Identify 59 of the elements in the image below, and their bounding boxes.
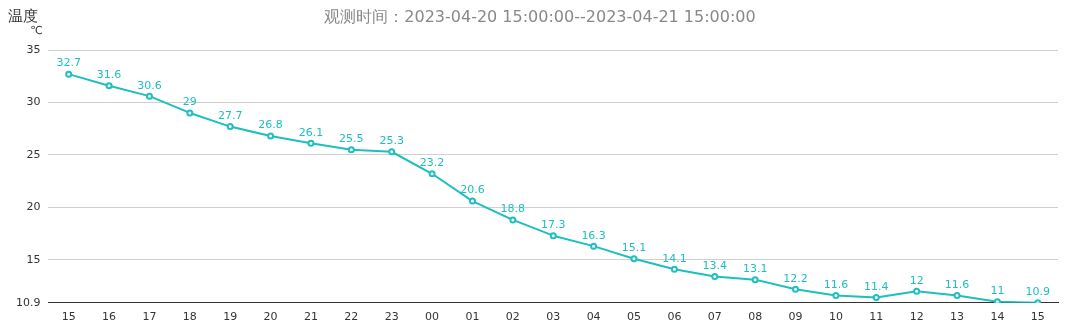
x-tick-label: 20 [263, 310, 278, 324]
y-axis-title: ℃ [30, 24, 43, 38]
data-label: 18.8 [500, 202, 526, 216]
x-tick-label: 07 [707, 310, 722, 324]
data-label: 13.4 [702, 258, 728, 272]
data-label: 10.9 [1025, 285, 1051, 299]
x-tick-label: 09 [788, 310, 803, 324]
data-label: 13.1 [742, 262, 768, 276]
data-label: 31.6 [96, 68, 122, 82]
x-tick-label: 10 [828, 310, 843, 324]
data-label: 12 [909, 273, 924, 287]
data-label: 29 [182, 95, 197, 109]
y-tick-label: 35 [26, 42, 41, 56]
x-tick-label: 14 [990, 310, 1005, 324]
x-tick-label: 04 [586, 310, 601, 324]
data-label: 26.1 [298, 125, 324, 139]
data-label: 32.7 [56, 56, 81, 70]
x-tick-label: 05 [627, 310, 642, 324]
chart-title: 温度 [8, 7, 38, 26]
x-tick-label: 11 [869, 310, 884, 324]
data-label: 30.6 [137, 78, 162, 92]
data-label: 16.3 [581, 228, 606, 242]
data-label: 11.6 [944, 277, 970, 291]
y-tick-label: 25 [26, 147, 41, 161]
x-tick-label: 23 [384, 310, 399, 324]
x-tick-label: 22 [344, 310, 359, 324]
x-tick-label: 03 [546, 310, 561, 324]
y-tick-label: 15 [26, 252, 41, 266]
y-tick-label: 10.9 [15, 295, 41, 309]
data-label: 14.1 [662, 251, 687, 265]
data-label: 11.4 [864, 279, 889, 293]
y-tick-label: 20 [26, 200, 41, 214]
x-tick-label: 08 [748, 310, 763, 324]
data-label: 15.1 [621, 241, 647, 255]
data-label: 25.5 [339, 132, 364, 146]
data-label: 23.2 [419, 156, 445, 170]
x-tick-label: 16 [102, 310, 117, 324]
data-label: 20.6 [460, 183, 485, 197]
x-tick-label: 01 [465, 310, 480, 324]
y-tick-label: 30 [26, 95, 41, 109]
x-tick-label: 21 [303, 310, 318, 324]
data-label: 26.8 [258, 118, 283, 132]
x-tick-label: 18 [182, 310, 197, 324]
x-tick-label: 00 [425, 310, 440, 324]
x-tick-label: 12 [909, 310, 924, 324]
data-label: 12.2 [783, 271, 808, 285]
x-tick-label: 15 [61, 310, 76, 324]
data-label: 25.3 [379, 134, 404, 148]
x-tick-label: 13 [950, 310, 965, 324]
x-tick-label: 06 [667, 310, 682, 324]
data-label: 27.7 [217, 108, 243, 122]
data-label: 11 [990, 284, 1005, 298]
data-label: 17.3 [541, 218, 566, 232]
x-tick-label: 15 [1030, 310, 1045, 324]
x-tick-label: 02 [505, 310, 520, 324]
x-tick-label: 19 [223, 310, 238, 324]
chart-subtitle: 观测时间：2023-04-20 15:00:00--2023-04-21 15:00:00 [324, 7, 756, 27]
data-label: 11.6 [823, 277, 849, 291]
x-tick-label: 17 [142, 310, 157, 324]
